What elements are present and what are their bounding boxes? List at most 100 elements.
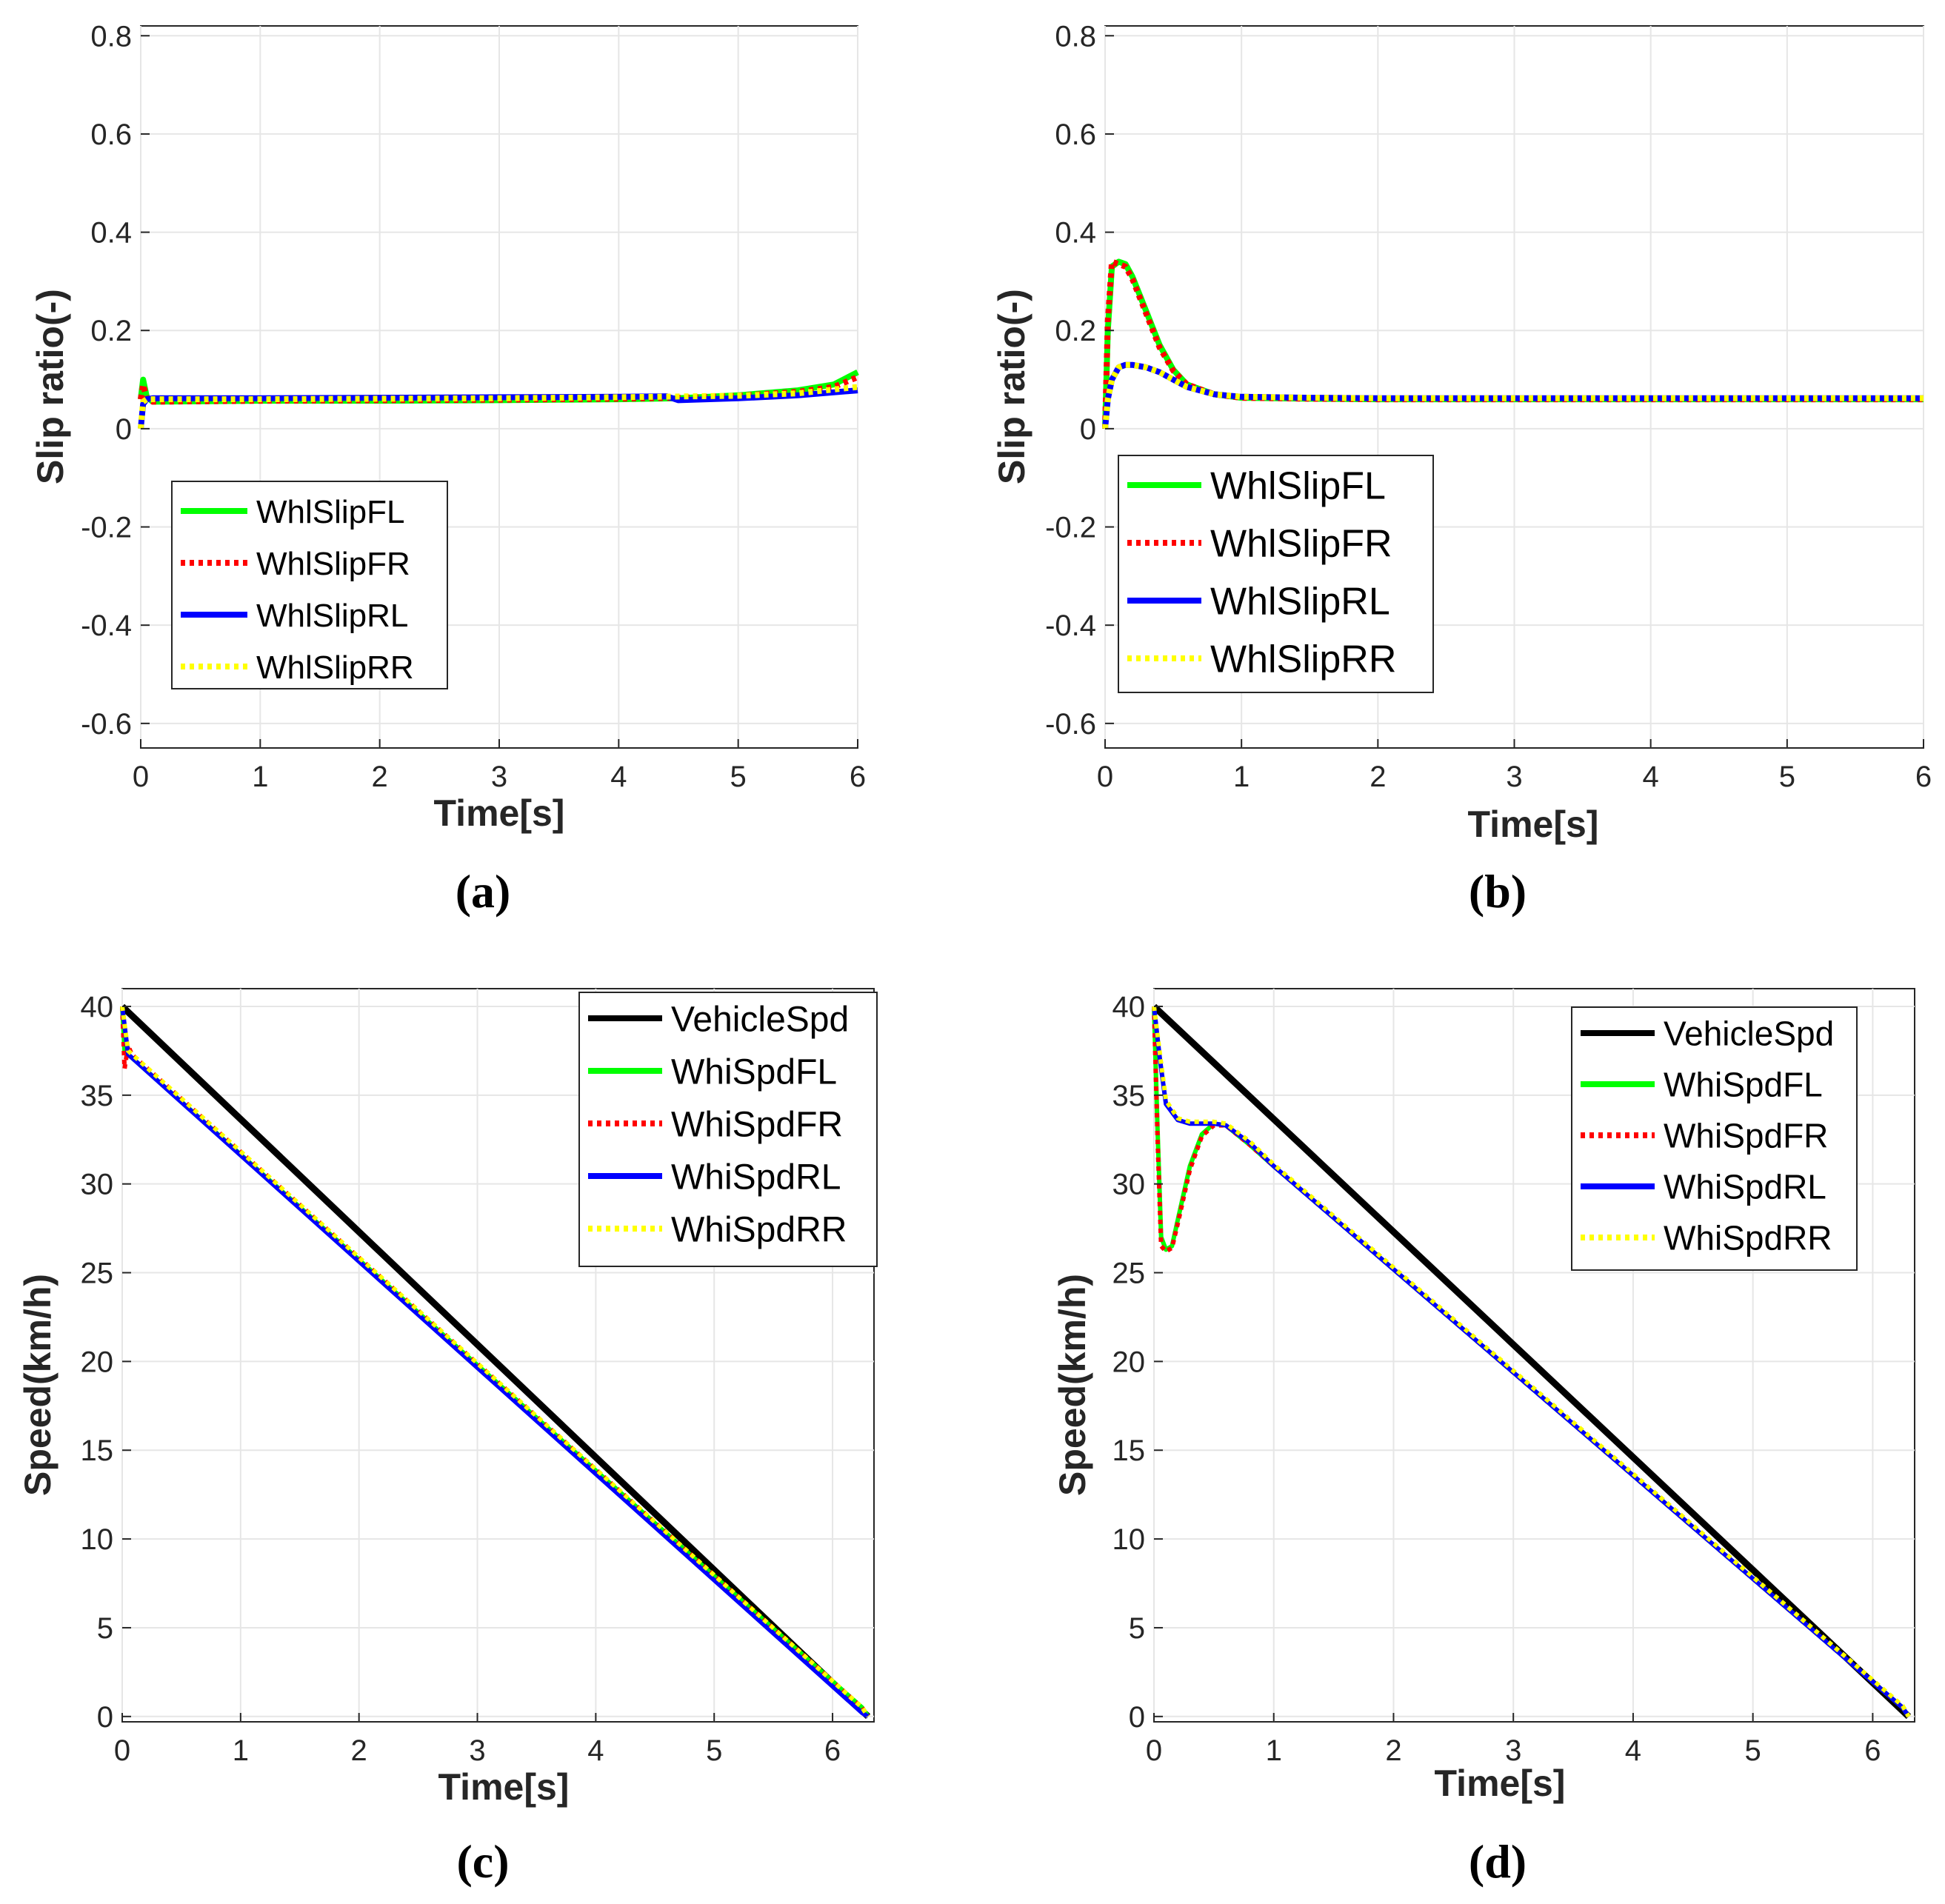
legend-label: WhiSpdRL: [671, 1158, 841, 1197]
chart-panel-c: 0 1 2 3 4 5 6 40 35 30 25 20 15 10 5 0 Time[s] Speed(km…: [17, 988, 878, 1888]
legend-label: WhiSpdFL: [671, 1052, 837, 1092]
y-tick-label: -0.4: [81, 609, 132, 642]
x-axis-label-c: Time[s]: [438, 1766, 570, 1808]
x-tick-label: 6: [1915, 761, 1932, 793]
y-tick-label: 30: [81, 1169, 114, 1201]
legend-label: WhiSpdRR: [671, 1210, 847, 1249]
ticks-a: 0 1 2 3 4 5 6 0.8 0.6 0.4 0.2 0 -0.2 -0.4 -0.6: [81, 20, 866, 793]
x-tick-label: 1: [252, 761, 268, 793]
y-tick-label: 0: [1129, 1701, 1145, 1734]
y-axis-label-a: Slip ratio(-): [30, 289, 71, 484]
x-tick-label: 0: [133, 761, 149, 793]
x-tick-label: 4: [1625, 1734, 1641, 1767]
x-axis-label-b: Time[s]: [1468, 804, 1599, 845]
ticks-b: 0 1 2 3 4 5 6 0.8 0.6 0.4 0.2 0 -0.2 -0.4 -0.6: [1045, 20, 1932, 793]
chart-panel-a: 0 1 2 3 4 5 6 0.8 0.6 0.4 0.2 0 -0.2 -0.4 -0.6 Time[s]…: [30, 20, 866, 918]
y-tick-label: 0.6: [1055, 118, 1096, 151]
y-axis-label-c: Speed(km/h): [17, 1274, 59, 1496]
legend-box: [578, 992, 878, 1267]
y-axis-label-d: Speed(km/h): [1052, 1274, 1093, 1496]
series-lines-a: [138, 370, 859, 430]
legend-label: WhlSlipRL: [256, 598, 408, 634]
series-line-vehiclespd: [119, 1003, 871, 1720]
y-tick-label: 0.2: [1055, 315, 1096, 347]
y-tick-label: 40: [81, 991, 114, 1023]
y-tick-label: 20: [81, 1346, 114, 1378]
x-tick-label: 5: [730, 761, 747, 793]
y-tick-label: 0: [116, 413, 132, 446]
y-tick-label: 15: [81, 1434, 114, 1467]
x-tick-label: 3: [1505, 1734, 1521, 1767]
y-tick-label: 0.4: [90, 217, 132, 250]
y-tick-label: 20: [1112, 1346, 1146, 1378]
x-axis-label-d: Time[s]: [1435, 1763, 1566, 1804]
x-tick-label: 5: [706, 1734, 722, 1767]
y-tick-label: -0.2: [1045, 512, 1096, 544]
x-tick-label: 3: [491, 761, 507, 793]
ticks-c: 0 1 2 3 4 5 6 40 35 30 25 20 15 10 5 0: [81, 991, 841, 1767]
series-line-whlsliprl: [1102, 361, 1924, 430]
y-tick-label: 35: [1112, 1080, 1146, 1112]
y-tick-label: 15: [1112, 1434, 1146, 1467]
x-tick-label: 2: [1369, 761, 1386, 793]
y-tick-label: 25: [1112, 1257, 1146, 1290]
legend-c: VehicleSpd WhiSpdFL WhiSpdFR WhiSpdRL WhiSpd…: [578, 992, 878, 1267]
x-tick-label: 0: [114, 1734, 130, 1767]
legend-label: WhlSlipFR: [1210, 523, 1392, 566]
legend-label: WhlSlipFL: [1210, 465, 1386, 508]
legend-a: WhlSlipFL WhlSlipFR WhlSlipRL WhlSlipRR: [171, 481, 448, 689]
y-tick-label: 35: [81, 1080, 114, 1112]
y-tick-label: -0.6: [81, 708, 132, 741]
series-lines-d: [1151, 1003, 1911, 1720]
y-tick-label: 0: [1080, 413, 1096, 446]
chart-panel-b: 0 1 2 3 4 5 6 0.8 0.6 0.4 0.2 0 -0.2 -0.4 -0.6 Time[s]…: [991, 20, 1932, 918]
y-tick-label: 10: [1112, 1523, 1146, 1556]
x-tick-label: 1: [1266, 1734, 1282, 1767]
legend-label: WhlSlipRR: [1210, 638, 1396, 681]
y-tick-label: 30: [1112, 1169, 1146, 1201]
legend-label: WhiSpdRR: [1664, 1219, 1832, 1257]
y-tick-label: -0.4: [1045, 609, 1096, 642]
x-tick-label: 0: [1146, 1734, 1162, 1767]
legend-label: WhlSlipRL: [1210, 581, 1390, 624]
series-line-whispdrr: [120, 1006, 870, 1718]
y-tick-label: 5: [1129, 1612, 1145, 1645]
legend-label: WhlSlipRR: [256, 649, 414, 686]
legend-box: [171, 481, 448, 689]
panel-label-a: (a): [456, 865, 511, 918]
legend-b: WhlSlipFL WhlSlipFR WhlSlipRL WhlSlipRR: [1118, 455, 1434, 693]
series-line-whispdrl: [120, 1006, 870, 1719]
x-tick-label: 2: [372, 761, 388, 793]
y-tick-label: 25: [81, 1257, 114, 1290]
y-tick-label: 40: [1112, 991, 1146, 1023]
x-tick-label: 2: [1385, 1734, 1401, 1767]
y-tick-label: -0.2: [81, 512, 132, 544]
x-tick-label: 6: [1864, 1734, 1881, 1767]
legend-label: WhlSlipFR: [256, 546, 410, 582]
x-tick-label: 6: [824, 1734, 841, 1767]
series-line-whispdrr: [1152, 1006, 1911, 1718]
legend-label: WhiSpdFL: [1664, 1066, 1823, 1104]
legend-box: [1571, 1006, 1858, 1271]
y-tick-label: 5: [97, 1612, 113, 1645]
panel-label-c: (c): [456, 1835, 509, 1888]
legend-label: WhiSpdRL: [1664, 1168, 1826, 1206]
x-tick-label: 1: [233, 1734, 249, 1767]
series-lines-c: [119, 1003, 871, 1720]
x-tick-label: 5: [1745, 1734, 1761, 1767]
series-line-whlsliprr: [138, 384, 858, 430]
y-tick-label: -0.6: [1045, 708, 1096, 741]
legend-box: [1118, 455, 1434, 693]
x-tick-label: 0: [1097, 761, 1113, 793]
y-tick-label: 0.4: [1055, 217, 1096, 250]
y-tick-label: 0.8: [1055, 20, 1096, 53]
ticks-d: 0 1 2 3 4 5 6 40 35 30 25 20 15 10 5 0: [1112, 991, 1881, 1767]
y-tick-label: 0.6: [90, 118, 132, 151]
x-tick-label: 6: [850, 761, 866, 793]
panel-label-b: (b): [1469, 865, 1527, 918]
x-tick-label: 1: [1233, 761, 1250, 793]
y-tick-label: 0: [97, 1701, 113, 1734]
x-tick-label: 5: [1779, 761, 1795, 793]
x-tick-label: 3: [1506, 761, 1522, 793]
